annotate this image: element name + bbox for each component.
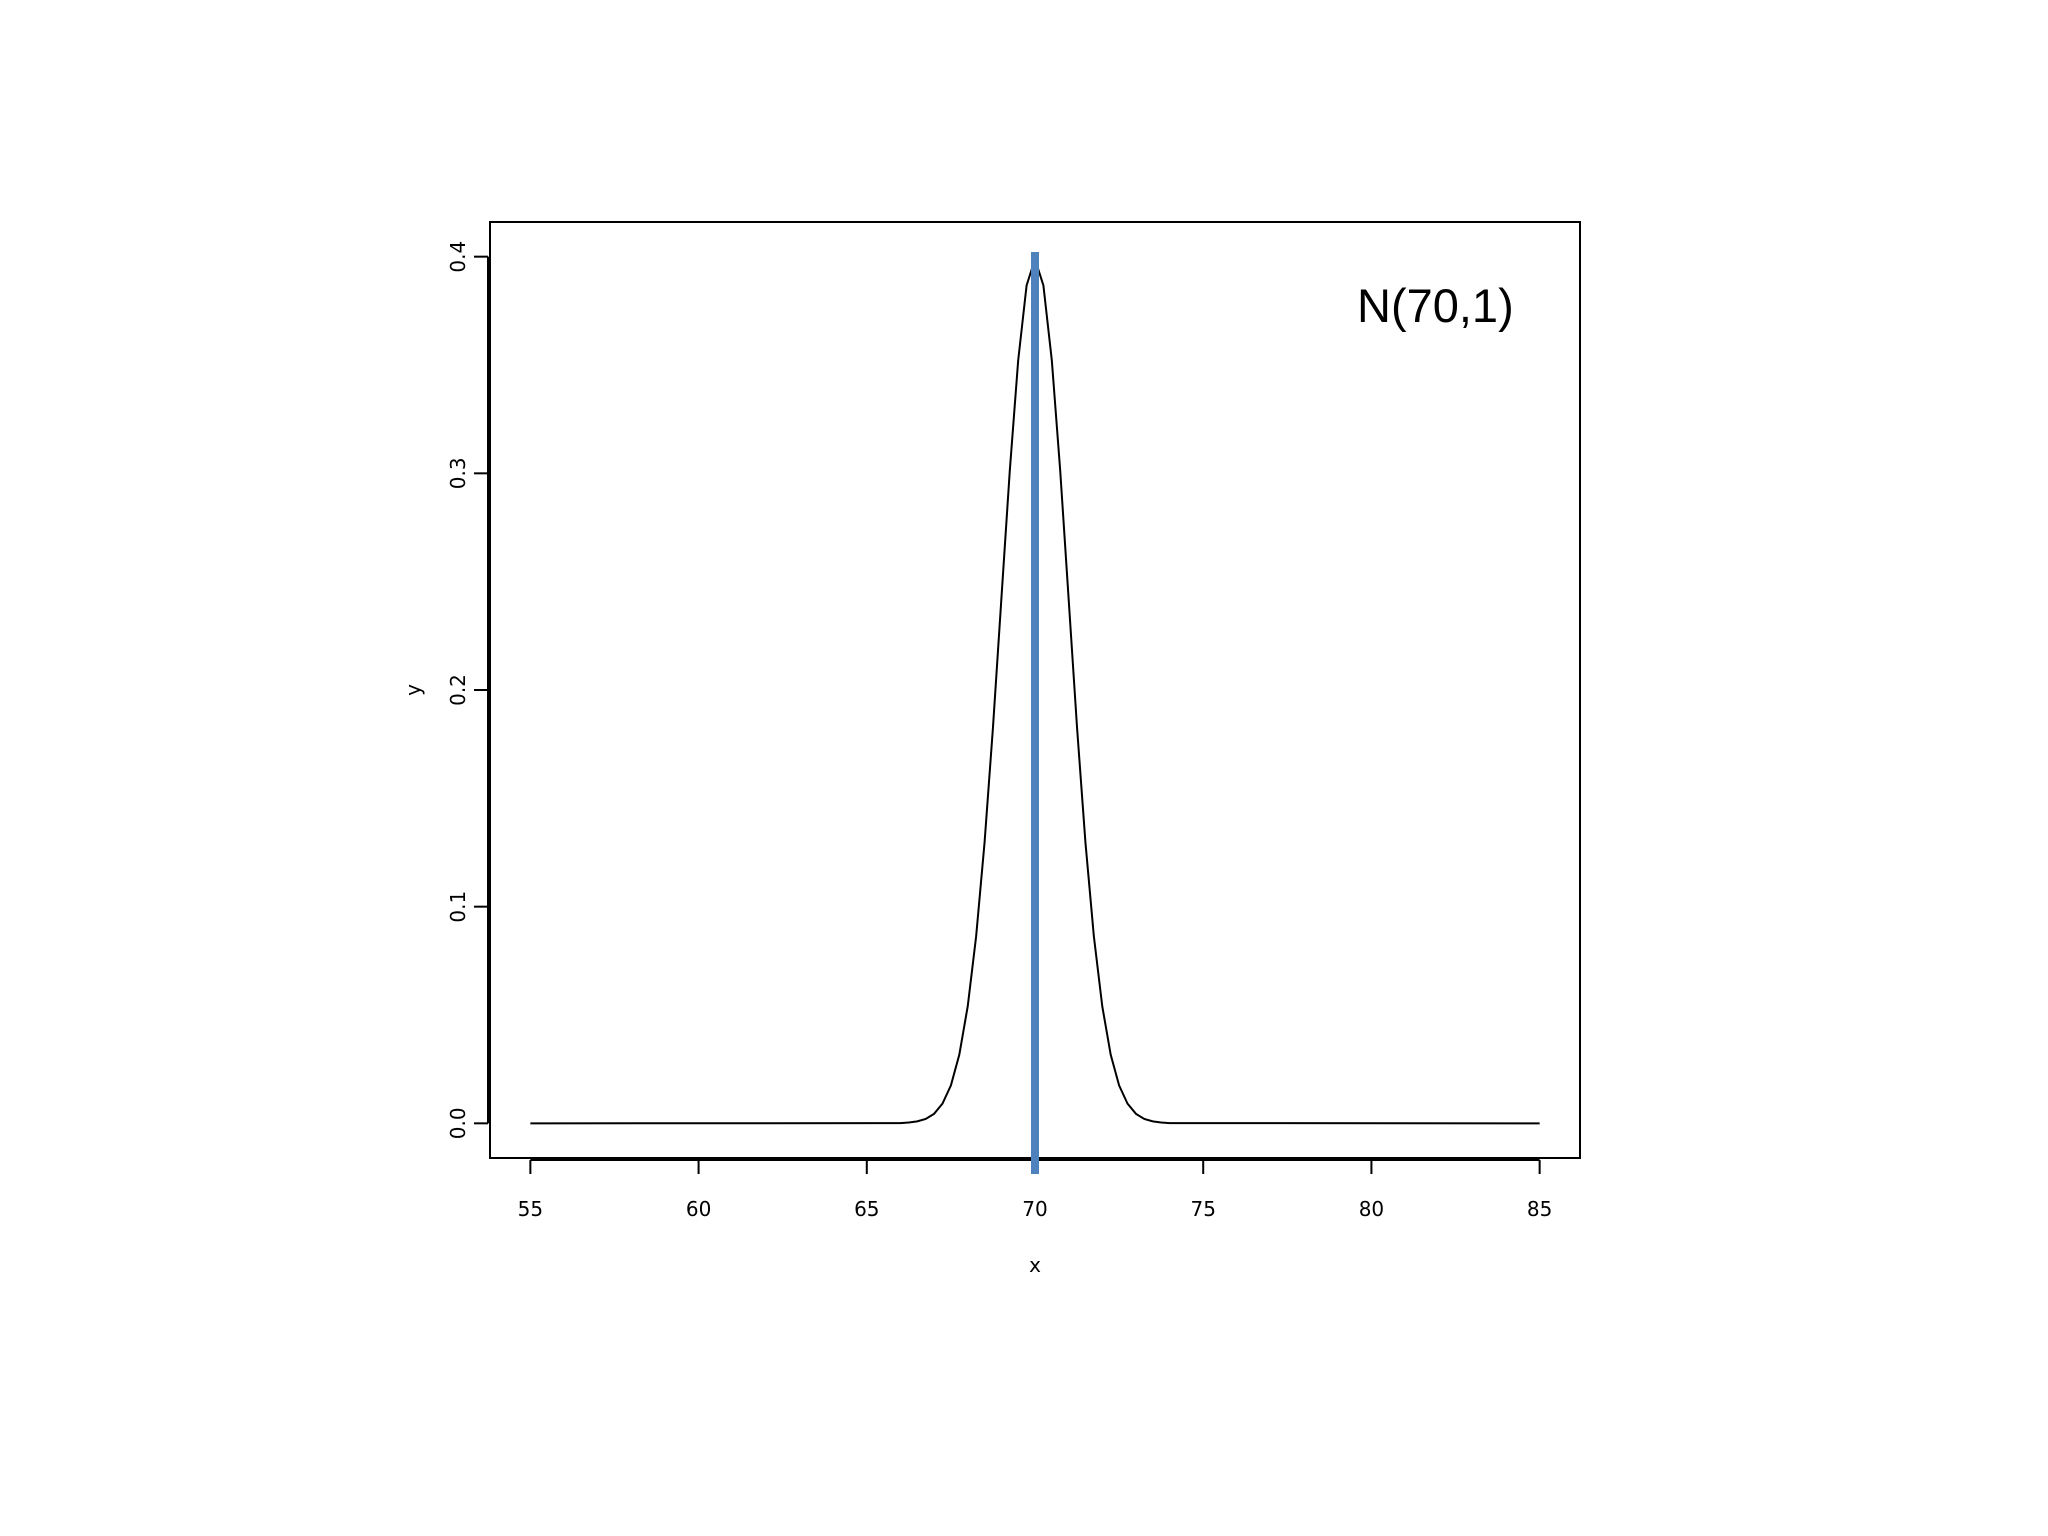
- x-tick-label: 70: [1022, 1197, 1047, 1221]
- y-tick-label: 0.0: [446, 1107, 470, 1139]
- x-tick-label: 75: [1190, 1197, 1215, 1221]
- y-tick-label: 0.1: [446, 891, 470, 923]
- y-tick-label: 0.4: [446, 241, 470, 273]
- x-tick-label: 60: [686, 1197, 711, 1221]
- x-tick-label: 80: [1359, 1197, 1384, 1221]
- x-tick-label: 65: [854, 1197, 879, 1221]
- x-tick-label: 55: [518, 1197, 543, 1221]
- annotation: N(70,1): [1357, 279, 1514, 332]
- y-axis-label: y: [401, 684, 425, 696]
- y-tick-label: 0.2: [446, 674, 470, 706]
- y-tick-label: 0.3: [446, 457, 470, 489]
- x-tick-label: 85: [1527, 1197, 1552, 1221]
- x-axis-label: x: [1029, 1253, 1041, 1277]
